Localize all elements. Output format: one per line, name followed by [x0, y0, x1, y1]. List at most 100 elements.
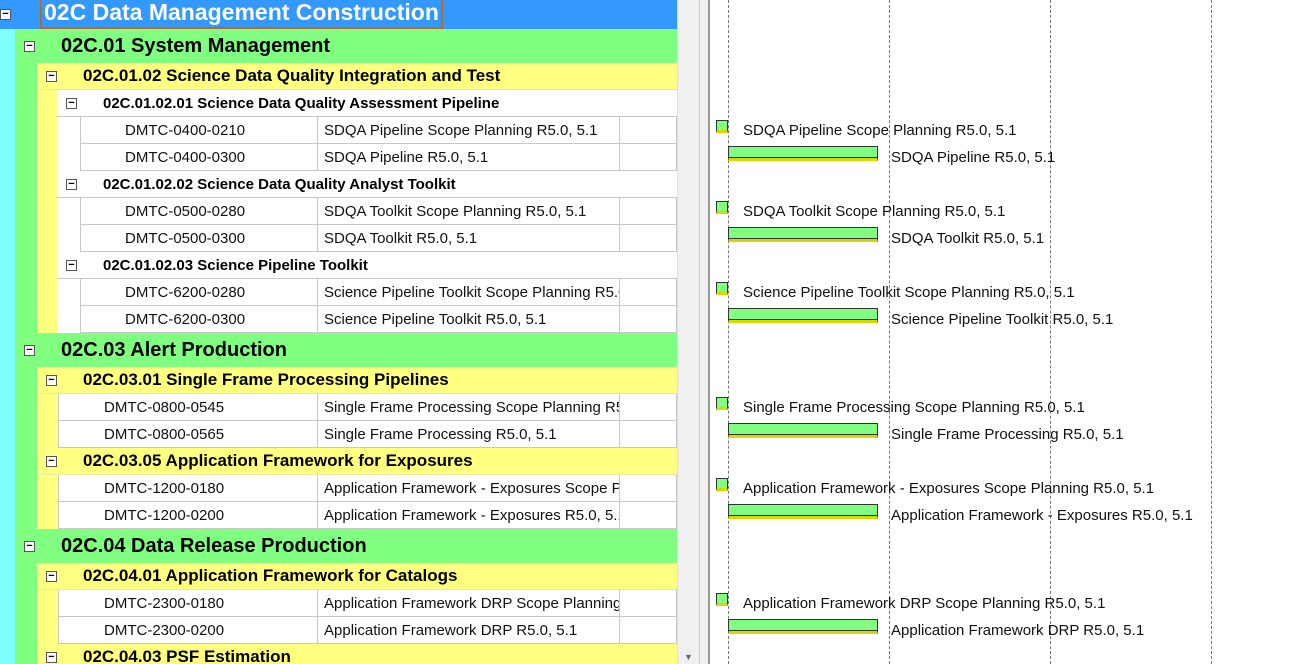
- group-row-level-2[interactable]: 02C.04.03 PSF Estimation −: [0, 644, 677, 664]
- task-row[interactable]: DMTC-2300-0200 Application Framework DRP …: [0, 617, 677, 644]
- group-row-level-2[interactable]: 02C.03.01 Single Frame Processing Pipeli…: [0, 367, 677, 394]
- task-extra-cell[interactable]: [620, 590, 677, 617]
- gantt-gridline: [889, 0, 890, 664]
- task-row[interactable]: DMTC-2300-0180 Application Framework DRP …: [0, 590, 677, 617]
- gantt-task-bar[interactable]: [728, 227, 878, 242]
- collapse-minus-icon[interactable]: −: [24, 540, 35, 552]
- task-id-cell[interactable]: DMTC-1200-0200: [58, 502, 318, 529]
- task-row[interactable]: DMTC-0800-0545 Single Frame Processing Sc…: [0, 394, 677, 421]
- task-id-cell[interactable]: DMTC-2300-0200: [58, 617, 318, 644]
- milestone-marker[interactable]: [716, 120, 728, 133]
- indent-gutter: [15, 563, 37, 590]
- task-row[interactable]: DMTC-6200-0300 Science Pipeline Toolkit R…: [0, 306, 677, 333]
- task-name-cell[interactable]: SDQA Toolkit R5.0, 5.1: [318, 225, 620, 252]
- group-row-level-1[interactable]: 02C.04 Data Release Production −: [0, 529, 677, 563]
- task-name-cell[interactable]: Science Pipeline Toolkit R5.0, 5.1: [318, 306, 620, 333]
- milestone-marker[interactable]: [716, 478, 728, 491]
- task-id: DMTC-1200-0180: [104, 479, 225, 497]
- task-extra-cell[interactable]: [620, 421, 677, 448]
- collapse-minus-icon[interactable]: −: [46, 375, 57, 386]
- task-extra-cell[interactable]: [620, 306, 677, 333]
- task-extra-cell[interactable]: [620, 144, 677, 171]
- milestone-marker[interactable]: [716, 282, 728, 295]
- vertical-scrollbar[interactable]: ▼: [677, 0, 699, 664]
- indent-gutter: [0, 529, 15, 563]
- task-id: DMTC-6200-0300: [125, 310, 246, 328]
- task-id-cell[interactable]: DMTC-0800-0545: [58, 394, 318, 421]
- indent-gutter: [57, 306, 80, 333]
- gantt-task-bar[interactable]: [728, 308, 878, 323]
- group-row-level-2[interactable]: 02C.03.05 Application Framework for Expo…: [0, 448, 677, 475]
- collapse-minus-icon[interactable]: −: [46, 456, 57, 467]
- task-extra-cell[interactable]: [620, 617, 677, 644]
- task-row[interactable]: DMTC-1200-0200 Application Framework - Ex…: [0, 502, 677, 529]
- task-row[interactable]: DMTC-0500-0300 SDQA Toolkit R5.0, 5.1: [0, 225, 677, 252]
- task-extra-cell[interactable]: [620, 279, 677, 306]
- collapse-minus-icon[interactable]: −: [46, 571, 57, 582]
- task-name-cell[interactable]: Application Framework - Exposures R5.0, …: [318, 502, 620, 529]
- task-extra-cell[interactable]: [620, 475, 677, 502]
- task-extra-cell[interactable]: [620, 225, 677, 252]
- task-row[interactable]: DMTC-1200-0180 Application Framework - Ex…: [0, 475, 677, 502]
- task-row[interactable]: DMTC-0500-0280 SDQA Toolkit Scope Plannin…: [0, 198, 677, 225]
- task-name-cell[interactable]: Single Frame Processing R5.0, 5.1: [318, 421, 620, 448]
- task-id-cell[interactable]: DMTC-6200-0280: [80, 279, 318, 306]
- pane-splitter[interactable]: [699, 0, 710, 664]
- group-row-level-3[interactable]: 02C.01.02.01 Science Data Quality Assess…: [0, 90, 677, 117]
- collapse-minus-icon[interactable]: −: [66, 260, 77, 271]
- milestone-marker[interactable]: [716, 201, 728, 214]
- task-name-cell[interactable]: Single Frame Processing Scope Planning R…: [318, 394, 620, 421]
- group-row-level-0[interactable]: 02C Data Management Construction −: [0, 0, 677, 29]
- task-extra-cell[interactable]: [620, 198, 677, 225]
- task-id-cell[interactable]: DMTC-0400-0300: [80, 144, 318, 171]
- indent-gutter: [15, 279, 37, 306]
- indent-gutter: [37, 144, 57, 171]
- task-id-cell[interactable]: DMTC-0400-0210: [80, 117, 318, 144]
- task-name-cell[interactable]: SDQA Pipeline Scope Planning R5.0, 5.1: [318, 117, 620, 144]
- group-row-level-3[interactable]: 02C.01.02.03 Science Pipeline Toolkit −: [0, 252, 677, 279]
- collapse-minus-icon[interactable]: −: [0, 9, 11, 20]
- task-id-cell[interactable]: DMTC-2300-0180: [58, 590, 318, 617]
- task-row[interactable]: DMTC-0400-0300 SDQA Pipeline R5.0, 5.1: [0, 144, 677, 171]
- indent-gutter: [0, 90, 15, 117]
- group-row-level-2[interactable]: 02C.04.01 Application Framework for Cata…: [0, 563, 677, 590]
- group-header: 02C.01 System Management: [15, 29, 677, 63]
- group-row-level-1[interactable]: 02C.03 Alert Production −: [0, 333, 677, 367]
- scroll-down-arrow-icon[interactable]: ▼: [684, 652, 693, 662]
- milestone-marker[interactable]: [716, 593, 728, 606]
- collapse-minus-icon[interactable]: −: [24, 40, 35, 52]
- group-row-level-2[interactable]: 02C.01.02 Science Data Quality Integrati…: [0, 63, 677, 90]
- task-row[interactable]: DMTC-0800-0565 Single Frame Processing R5…: [0, 421, 677, 448]
- task-id-cell[interactable]: DMTC-0800-0565: [58, 421, 318, 448]
- task-id-cell[interactable]: DMTC-0500-0280: [80, 198, 318, 225]
- gantt-gridline: [1050, 0, 1051, 664]
- task-row[interactable]: DMTC-6200-0280 Science Pipeline Toolkit S…: [0, 279, 677, 306]
- collapse-minus-icon[interactable]: −: [46, 652, 57, 663]
- task-extra-cell[interactable]: [620, 502, 677, 529]
- collapse-minus-icon[interactable]: −: [46, 71, 57, 82]
- task-extra-cell[interactable]: [620, 394, 677, 421]
- task-name-cell[interactable]: SDQA Toolkit Scope Planning R5.0, 5.1: [318, 198, 620, 225]
- group-row-level-1[interactable]: 02C.01 System Management −: [0, 29, 677, 63]
- collapse-minus-icon[interactable]: −: [24, 344, 35, 356]
- collapse-minus-icon[interactable]: −: [66, 98, 77, 109]
- task-name-cell[interactable]: SDQA Pipeline R5.0, 5.1: [318, 144, 620, 171]
- task-id: DMTC-0800-0545: [104, 398, 225, 416]
- task-name-cell[interactable]: Application Framework DRP Scope Planning…: [318, 590, 620, 617]
- gantt-task-bar[interactable]: [728, 423, 878, 438]
- gantt-task-bar[interactable]: [728, 619, 878, 634]
- task-row[interactable]: DMTC-0400-0210 SDQA Pipeline Scope Planni…: [0, 117, 677, 144]
- collapse-minus-icon[interactable]: −: [66, 179, 77, 190]
- milestone-marker[interactable]: [716, 397, 728, 410]
- task-name-cell[interactable]: Application Framework DRP R5.0, 5.1: [318, 617, 620, 644]
- task-id-cell[interactable]: DMTC-0500-0300: [80, 225, 318, 252]
- task-name-cell[interactable]: Science Pipeline Toolkit Scope Planning …: [318, 279, 620, 306]
- indent-gutter: [57, 225, 80, 252]
- task-id-cell[interactable]: DMTC-6200-0300: [80, 306, 318, 333]
- task-name-cell[interactable]: Application Framework - Exposures Scope …: [318, 475, 620, 502]
- gantt-task-bar[interactable]: [728, 504, 878, 519]
- task-extra-cell[interactable]: [620, 117, 677, 144]
- task-id-cell[interactable]: DMTC-1200-0180: [58, 475, 318, 502]
- group-row-level-3[interactable]: 02C.01.02.02 Science Data Quality Analys…: [0, 171, 677, 198]
- gantt-task-bar[interactable]: [728, 146, 878, 161]
